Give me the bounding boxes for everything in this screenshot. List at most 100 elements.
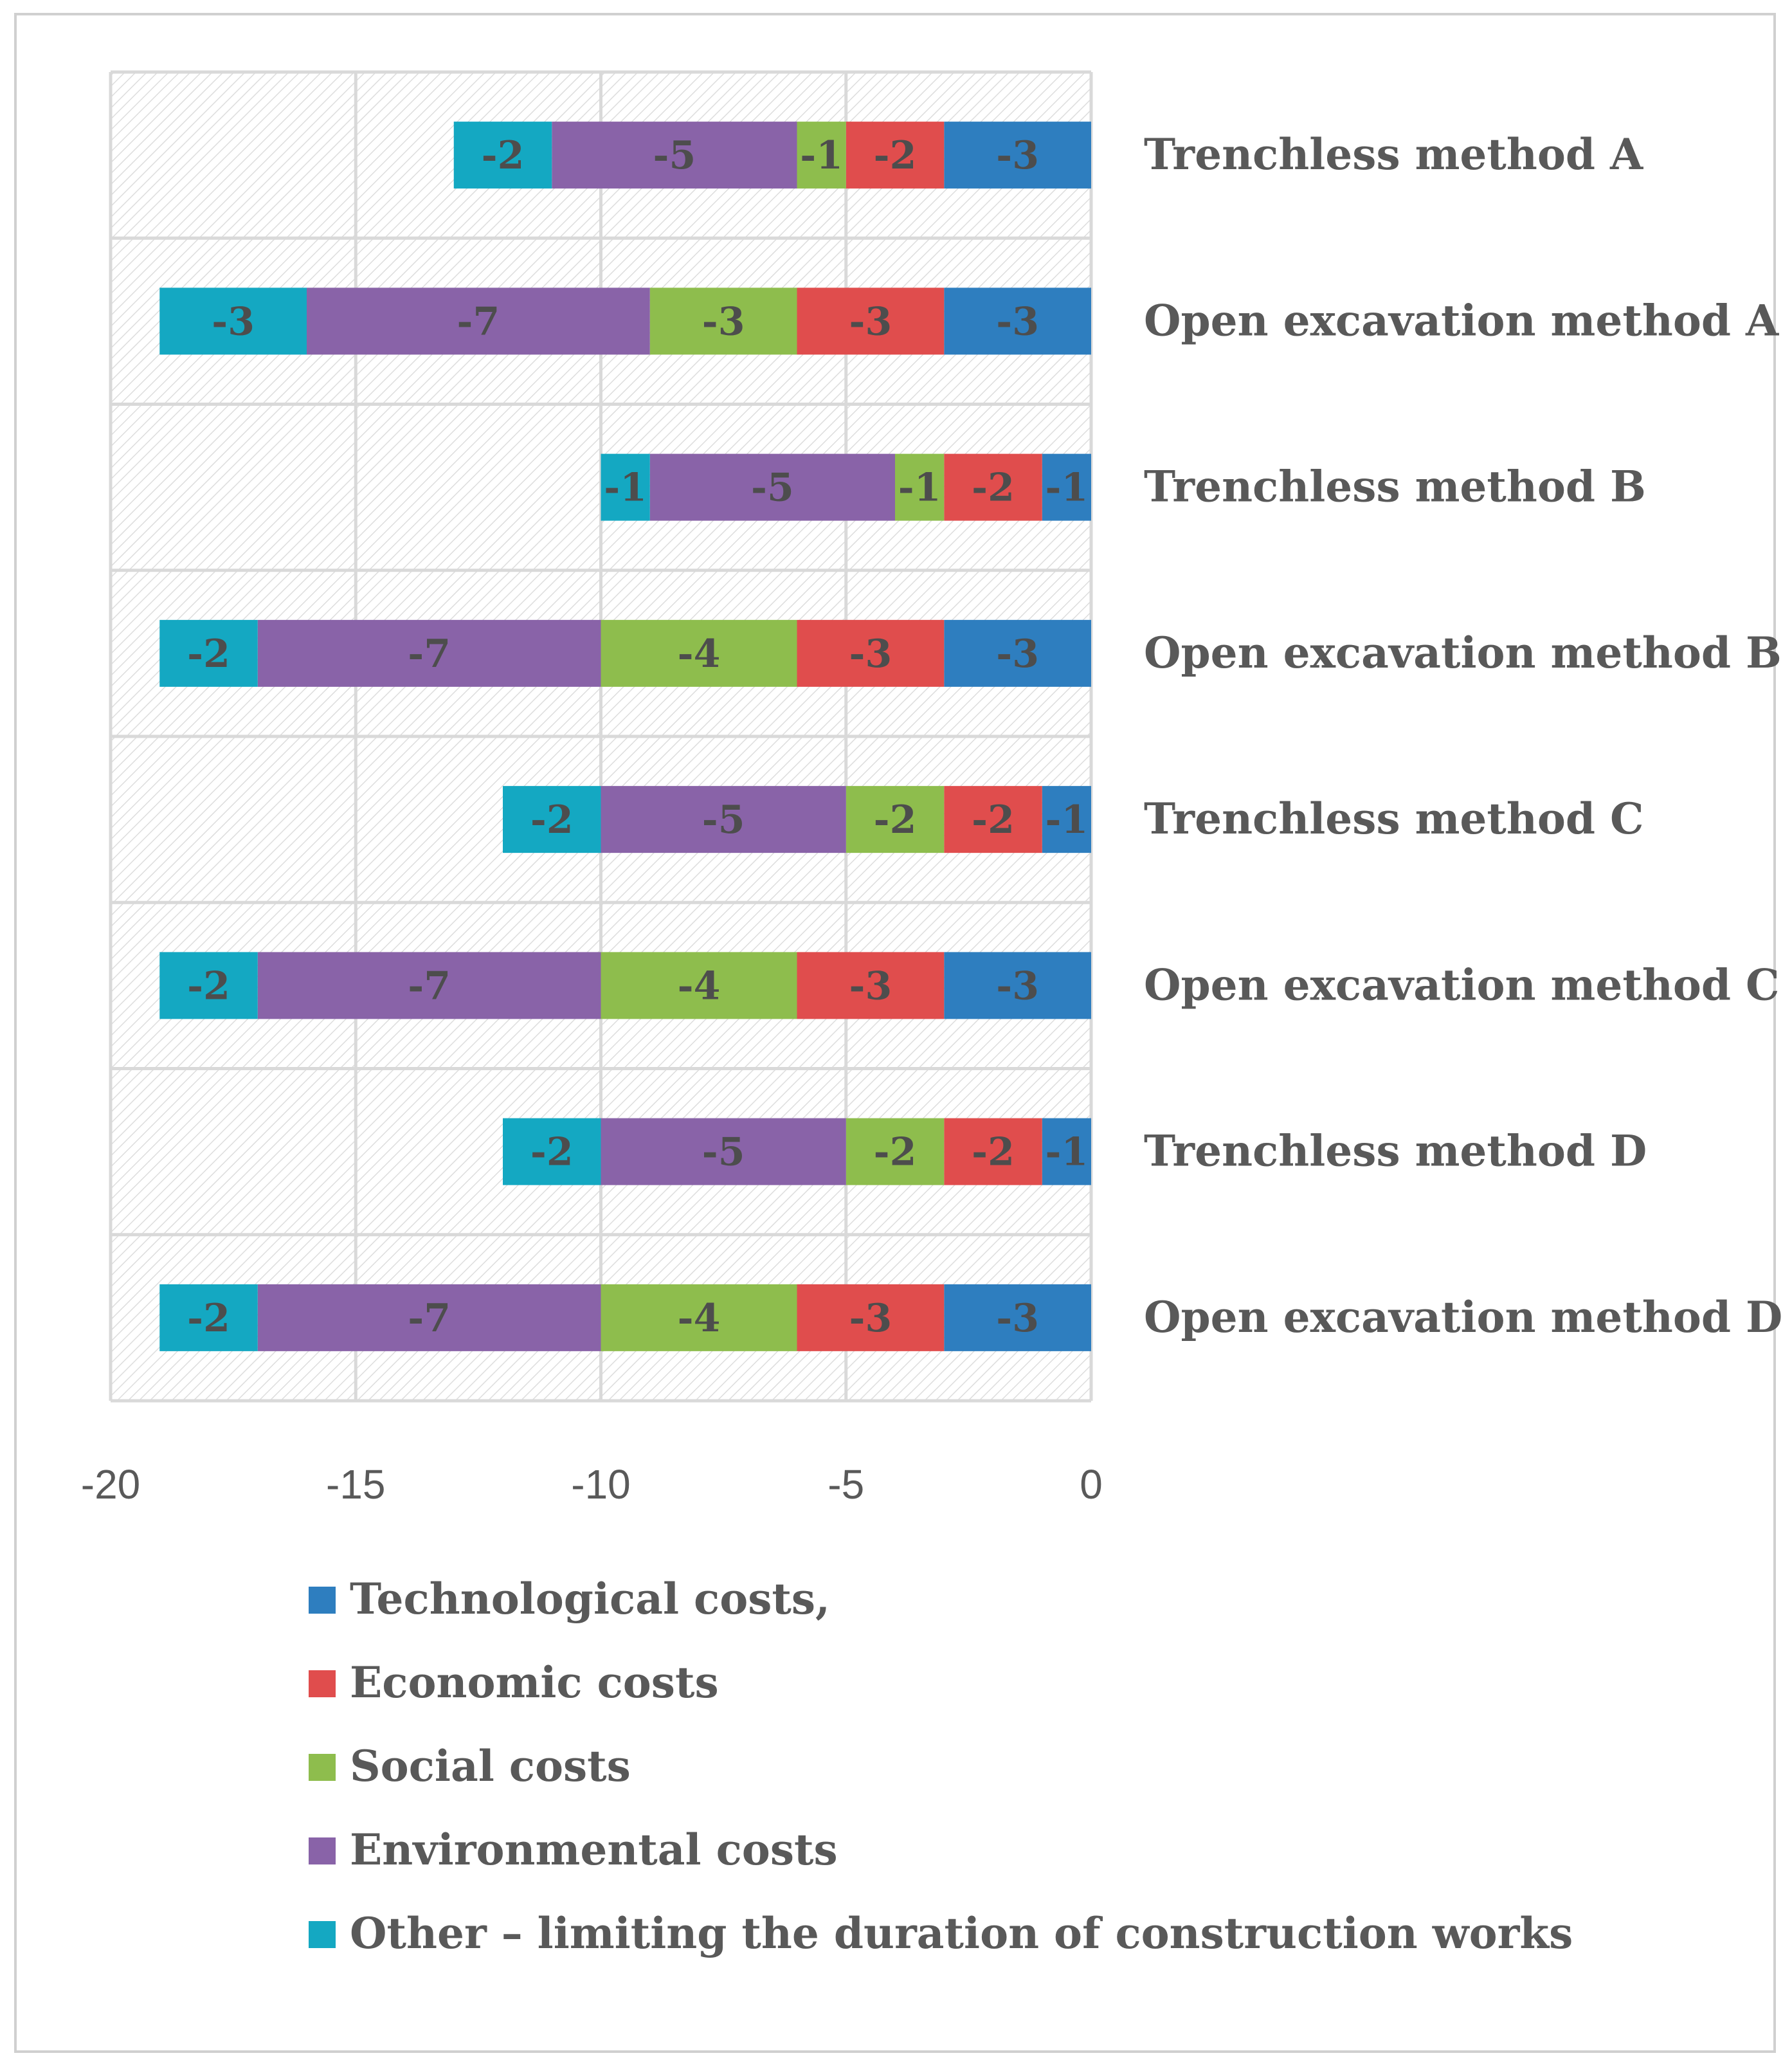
bar-segment-3-3: [257, 619, 601, 687]
data-label-0-2: -1: [800, 133, 843, 178]
data-label-4-4: -2: [530, 798, 574, 843]
data-label-1-1: -3: [849, 299, 892, 344]
bar-segment-1-2: [649, 287, 797, 355]
data-label-7-0: -3: [996, 1296, 1039, 1341]
bar-segment-5-2: [601, 952, 797, 1019]
legend-swatch-1: [309, 1670, 336, 1697]
data-label-4-1: -2: [972, 798, 1015, 843]
data-label-2-2: -1: [898, 466, 941, 511]
bar-segment-2-3: [649, 453, 895, 521]
legend-swatch-2: [309, 1754, 336, 1781]
bar-segment-5-3: [257, 952, 601, 1019]
legend: Technological costs, Economic costs Social…: [309, 1574, 1573, 1958]
bar-segment-4-1: [944, 786, 1042, 853]
data-label-5-2: -4: [678, 963, 721, 1008]
legend-label-0: Technological costs,: [350, 1574, 830, 1624]
bar-segment-0-0: [944, 122, 1091, 189]
bar-segment-4-2: [846, 786, 945, 853]
category-label-1: Open excavation method A: [1144, 295, 1779, 345]
data-label-4-3: -5: [702, 798, 745, 843]
bar-segment-3-2: [601, 619, 797, 687]
bar-segment-3-0: [944, 619, 1091, 687]
bar-segment-3-1: [797, 619, 945, 687]
bar-segment-4-4: [503, 786, 601, 853]
data-label-6-0: -1: [1045, 1130, 1089, 1175]
data-label-2-0: -1: [1045, 466, 1089, 511]
bar-segment-6-4: [503, 1118, 601, 1185]
data-label-1-2: -3: [702, 299, 745, 344]
data-label-7-3: -7: [408, 1296, 451, 1341]
data-label-7-2: -4: [678, 1296, 721, 1341]
data-label-5-1: -3: [849, 963, 892, 1008]
x-tick-label-1: -15: [326, 1461, 386, 1508]
bar-segment-0-3: [552, 122, 797, 189]
data-label-3-2: -4: [678, 632, 721, 677]
bar-segment-1-4: [159, 287, 307, 355]
legend-swatch-4: [309, 1921, 336, 1948]
data-label-3-4: -2: [187, 632, 230, 677]
data-label-7-1: -3: [849, 1296, 892, 1341]
data-label-0-0: -3: [996, 133, 1039, 178]
data-label-5-3: -7: [408, 963, 451, 1008]
x-axis-tick-labels: -20 -15 -10 -5 0: [81, 1461, 1103, 1508]
bar-segment-4-0: [1042, 786, 1091, 853]
bar-segment-7-2: [601, 1284, 797, 1351]
bar-segment-5-0: [944, 952, 1091, 1019]
x-tick-label-3: -5: [828, 1461, 864, 1508]
bar-segment-2-4: [601, 453, 650, 521]
data-label-1-3: -7: [457, 299, 500, 344]
bar-segment-2-2: [895, 453, 945, 521]
bar-segment-5-1: [797, 952, 945, 1019]
legend-label-3: Environmental costs: [350, 1825, 838, 1875]
bar-segment-1-1: [797, 287, 945, 355]
data-label-6-1: -2: [972, 1130, 1015, 1175]
bar-segment-2-1: [944, 453, 1042, 521]
data-label-6-4: -2: [530, 1130, 574, 1175]
legend-label-1: Economic costs: [350, 1657, 719, 1708]
data-label-3-3: -7: [408, 632, 451, 677]
data-label-2-1: -2: [972, 466, 1015, 511]
category-label-6: Trenchless method D: [1144, 1126, 1647, 1176]
bar-segment-0-1: [846, 122, 945, 189]
category-label-2: Trenchless method B: [1144, 462, 1646, 512]
category-label-7: Open excavation method D: [1144, 1292, 1782, 1342]
data-label-6-3: -5: [702, 1130, 745, 1175]
bar-segment-6-3: [601, 1118, 846, 1185]
x-tick-label-2: -10: [571, 1461, 631, 1508]
data-label-4-0: -1: [1045, 798, 1089, 843]
data-label-5-0: -3: [996, 963, 1039, 1008]
data-label-7-4: -2: [187, 1296, 230, 1341]
data-label-4-2: -2: [874, 798, 917, 843]
bar-segment-4-3: [601, 786, 846, 853]
data-label-0-1: -2: [874, 133, 917, 178]
x-tick-label-4: 0: [1080, 1461, 1103, 1508]
bar-segment-0-4: [453, 122, 552, 189]
bar-segment-7-0: [944, 1284, 1091, 1351]
bar-segment-6-2: [846, 1118, 945, 1185]
bar-segment-1-3: [307, 287, 650, 355]
data-label-5-4: -2: [187, 963, 230, 1008]
legend-swatch-3: [309, 1837, 336, 1864]
bar-segment-0-2: [797, 122, 846, 189]
data-label-3-1: -3: [849, 632, 892, 677]
category-label-4: Trenchless method C: [1144, 794, 1644, 844]
bar-segment-1-0: [944, 287, 1091, 355]
category-label-0: Trenchless method A: [1144, 129, 1643, 179]
bar-segment-6-0: [1042, 1118, 1091, 1185]
category-labels: Trenchless method A Open excavation metho…: [1144, 129, 1782, 1342]
data-label-3-0: -3: [996, 632, 1039, 677]
bar-segment-7-1: [797, 1284, 945, 1351]
x-tick-label-0: -20: [81, 1461, 141, 1508]
data-label-2-3: -5: [751, 466, 794, 511]
data-label-1-4: -3: [212, 299, 255, 344]
bar-segment-5-4: [159, 952, 258, 1019]
data-label-0-3: -5: [653, 133, 696, 178]
legend-label-2: Social costs: [350, 1741, 631, 1791]
bar-segment-3-4: [159, 619, 258, 687]
chart-frame: [14, 13, 1776, 2053]
bars: [159, 122, 1091, 1351]
legend-label-4: Other – limiting the duration of constru…: [350, 1908, 1573, 1958]
bar-segment-7-4: [159, 1284, 258, 1351]
bar-segment-6-1: [944, 1118, 1042, 1185]
